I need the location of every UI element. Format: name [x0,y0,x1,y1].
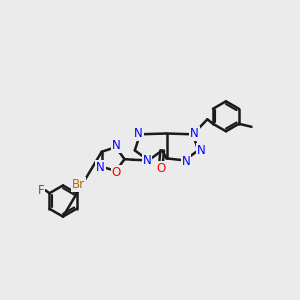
Text: O: O [156,162,165,175]
Text: N: N [197,144,206,157]
Text: O: O [112,166,121,179]
Text: N: N [182,155,190,168]
Text: N: N [142,154,152,167]
Text: N: N [96,161,105,174]
Text: N: N [190,127,199,140]
Text: N: N [134,127,143,140]
Text: Br: Br [72,178,86,191]
Text: F: F [38,184,44,197]
Text: N: N [112,140,121,152]
